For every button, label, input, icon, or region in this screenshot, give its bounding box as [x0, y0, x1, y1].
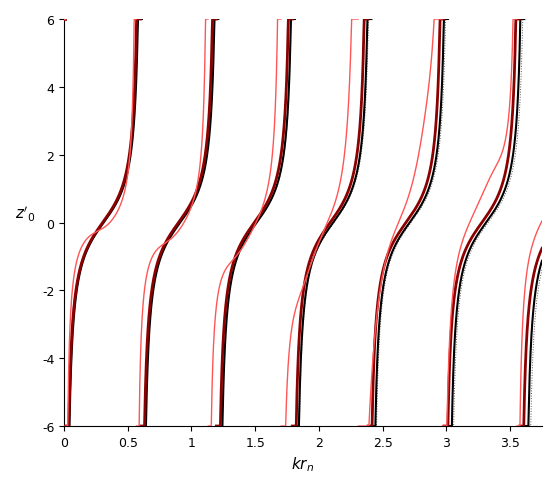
X-axis label: $kr_n$: $kr_n$: [291, 454, 315, 473]
Y-axis label: $z'_0$: $z'_0$: [15, 204, 36, 223]
